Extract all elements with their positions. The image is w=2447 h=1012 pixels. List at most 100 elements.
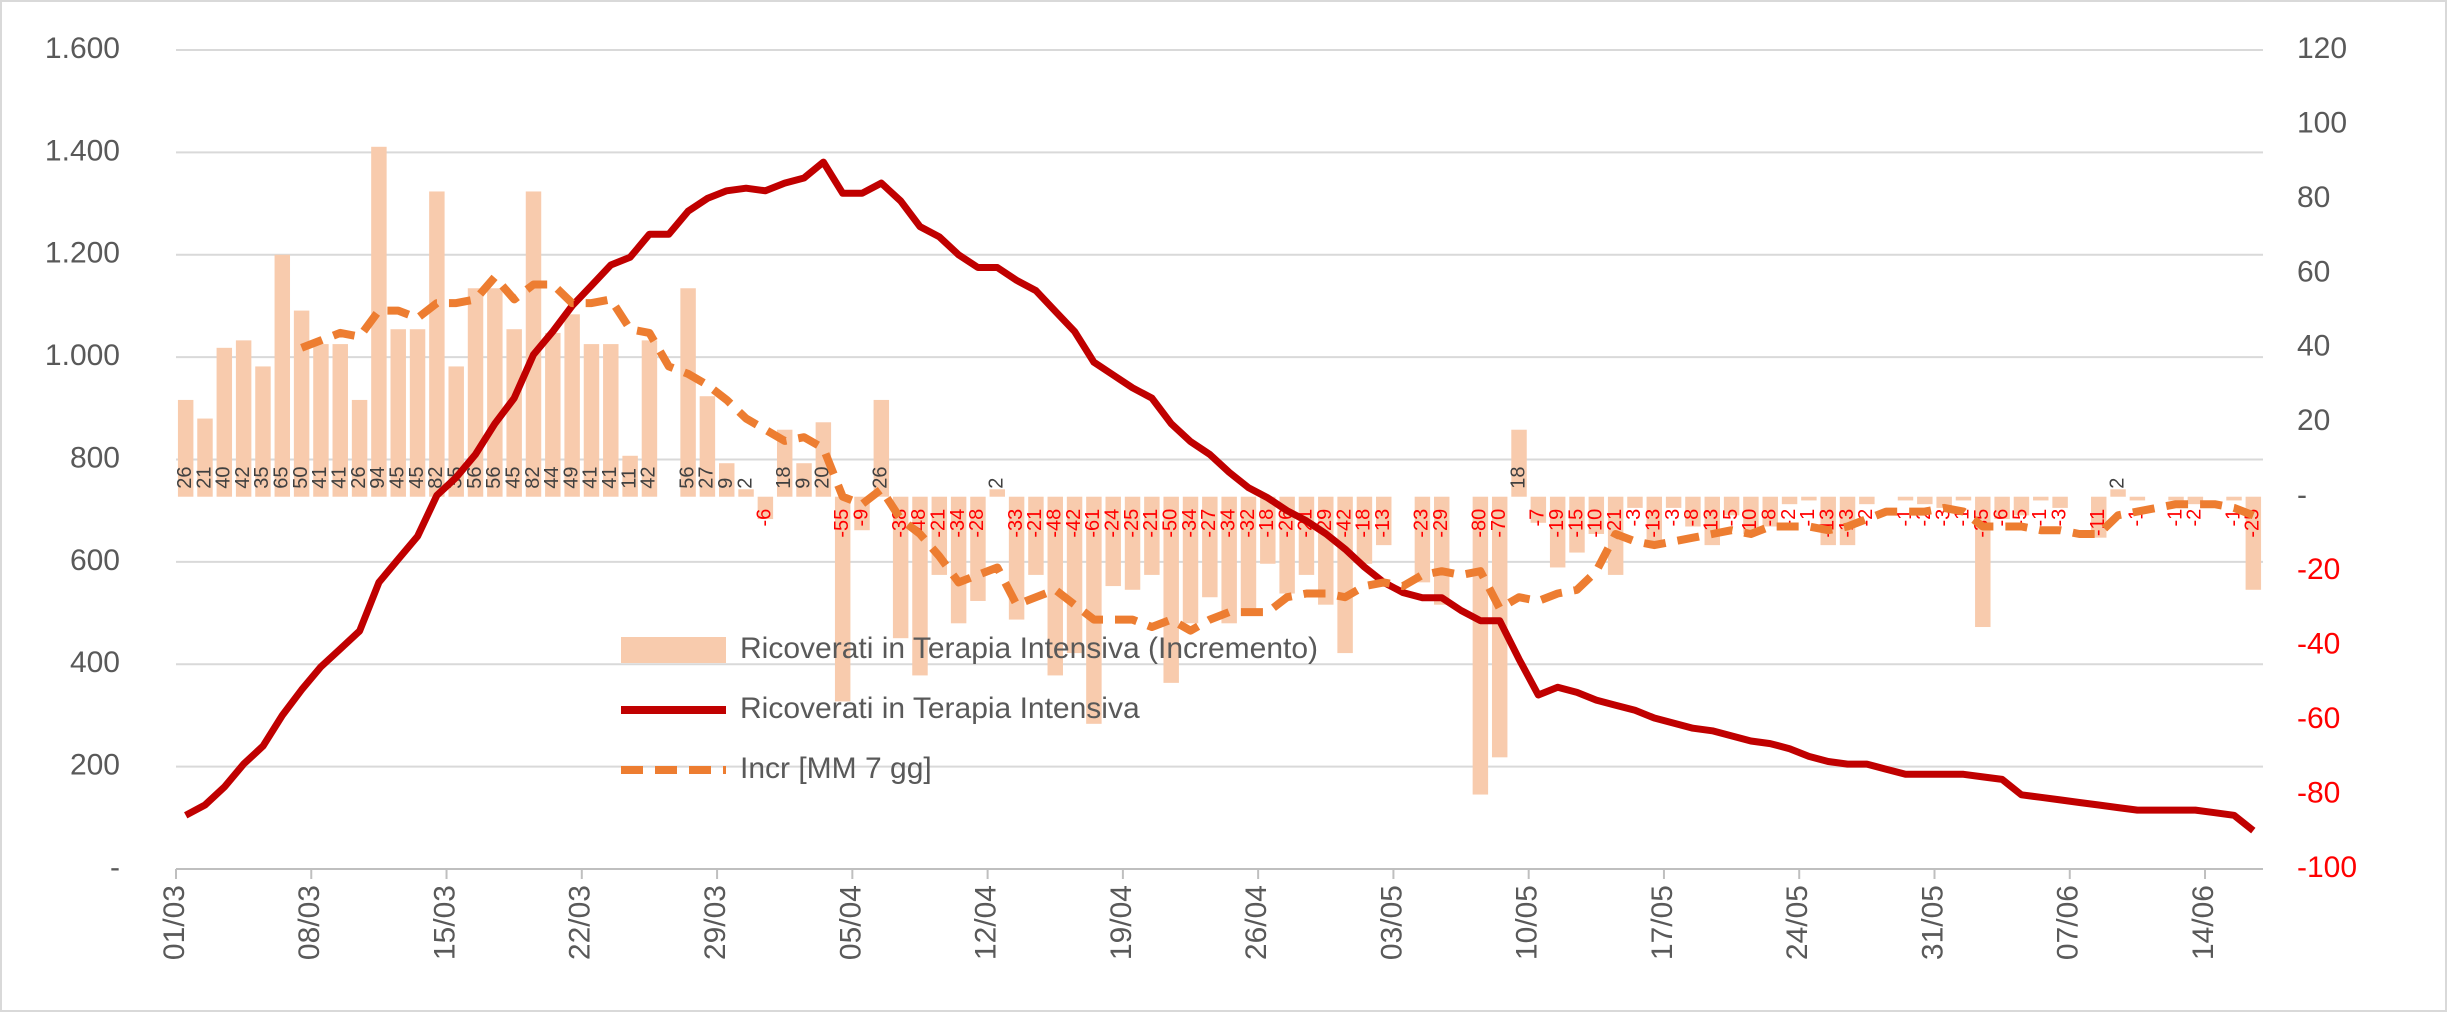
data-label: -10 — [1585, 509, 1607, 538]
bar — [1337, 496, 1353, 654]
y2-tick-label: -80 — [2297, 776, 2340, 809]
bar — [2168, 496, 2184, 501]
bar — [834, 496, 851, 702]
data-label: -5 — [1720, 509, 1742, 527]
data-label: -8 — [1759, 509, 1781, 527]
y2-tick-label: 120 — [2297, 32, 2347, 65]
data-label: -42 — [1063, 509, 1085, 538]
bar — [313, 344, 329, 497]
y2-tick-label: 80 — [2297, 181, 2330, 214]
bar — [448, 366, 464, 497]
data-label: 42 — [638, 466, 660, 488]
bar — [1221, 496, 1237, 624]
data-label: -13 — [1643, 509, 1665, 538]
y-tick-label: 800 — [70, 441, 120, 474]
data-label: -25 — [1121, 509, 1143, 538]
bar — [1801, 496, 1817, 501]
data-label: 18 — [773, 466, 795, 488]
bar — [545, 332, 561, 497]
data-label: -55 — [831, 509, 853, 538]
data-label: 44 — [541, 466, 563, 488]
bar — [2110, 489, 2126, 497]
bar — [1240, 496, 1257, 616]
data-label: -21 — [1024, 509, 1046, 538]
bar — [699, 396, 716, 497]
data-label: 56 — [483, 466, 505, 488]
bar — [216, 347, 233, 497]
data-label: -32 — [1237, 509, 1259, 538]
y-tick-label: 1.000 — [45, 339, 120, 372]
bar — [525, 191, 542, 497]
data-label: 2 — [2106, 478, 2128, 489]
y2-tick-label: -60 — [2297, 702, 2340, 735]
bar — [680, 288, 696, 497]
bar — [1955, 496, 1972, 501]
bar — [796, 463, 812, 497]
data-label: 41 — [329, 466, 351, 488]
data-label: 21 — [193, 466, 215, 488]
data-label: -11 — [2087, 509, 2109, 536]
bar — [429, 191, 445, 497]
data-label: -24 — [1101, 509, 1123, 538]
data-label: -42 — [1333, 509, 1355, 538]
bar — [409, 329, 426, 497]
data-label: 82 — [425, 466, 447, 488]
bar — [1260, 496, 1276, 564]
data-label: -34 — [947, 509, 969, 538]
bar — [1627, 496, 1643, 508]
bar — [2091, 496, 2107, 538]
x-tick-label: 22/03 — [564, 885, 597, 960]
data-label: 26 — [348, 466, 370, 488]
data-label: -3 — [1662, 509, 1684, 527]
data-label: -27 — [1198, 509, 1220, 538]
bar — [2033, 496, 2049, 501]
data-label: 41 — [309, 466, 331, 488]
data-label: 40 — [213, 466, 235, 488]
bar — [1994, 496, 2010, 520]
y-tick-label: 1.400 — [45, 134, 120, 167]
data-label: 50 — [290, 466, 312, 488]
bar — [1646, 496, 1663, 546]
bar — [2187, 496, 2204, 505]
bar — [1279, 496, 1295, 594]
bar — [583, 344, 600, 497]
data-label: 56 — [676, 466, 698, 488]
data-label: -28 — [966, 509, 988, 538]
data-label: 2 — [986, 478, 1008, 489]
bar — [603, 344, 619, 497]
data-label: 45 — [406, 466, 428, 488]
bar — [1665, 496, 1682, 508]
data-label: -6 — [1990, 509, 2012, 527]
data-label: -1 — [2164, 509, 2186, 527]
data-label: 94 — [367, 466, 389, 488]
data-label: 42 — [232, 466, 254, 488]
bar — [815, 422, 832, 497]
bar — [1086, 496, 1102, 724]
data-label: -29 — [1430, 509, 1452, 538]
data-label: -18 — [1353, 509, 1375, 538]
y2-tick-label: -40 — [2297, 628, 2340, 661]
data-label: -6 — [754, 509, 776, 527]
bar — [2013, 496, 2030, 516]
bar — [719, 463, 735, 497]
data-label: 82 — [522, 466, 544, 488]
x-tick-label: 07/06 — [2052, 885, 2085, 960]
bar — [912, 496, 928, 676]
bar — [1936, 496, 1952, 508]
bar — [2226, 496, 2242, 501]
bar — [1356, 496, 1373, 564]
data-label: -48 — [1044, 509, 1066, 538]
bar — [1144, 496, 1160, 575]
bar — [1028, 496, 1044, 575]
bar — [1182, 496, 1199, 624]
data-label: -23 — [1411, 509, 1433, 538]
legend-label: Ricoverati in Terapia Intensiva (Increme… — [740, 632, 1318, 665]
data-label: -8 — [1681, 509, 1703, 527]
data-label: -3 — [1623, 509, 1645, 527]
bar — [1588, 496, 1605, 534]
data-label: -2 — [1778, 509, 1800, 527]
y-tick-label: - — [110, 851, 120, 884]
bar — [1549, 496, 1566, 568]
x-tick-label: 17/05 — [1646, 885, 1679, 960]
